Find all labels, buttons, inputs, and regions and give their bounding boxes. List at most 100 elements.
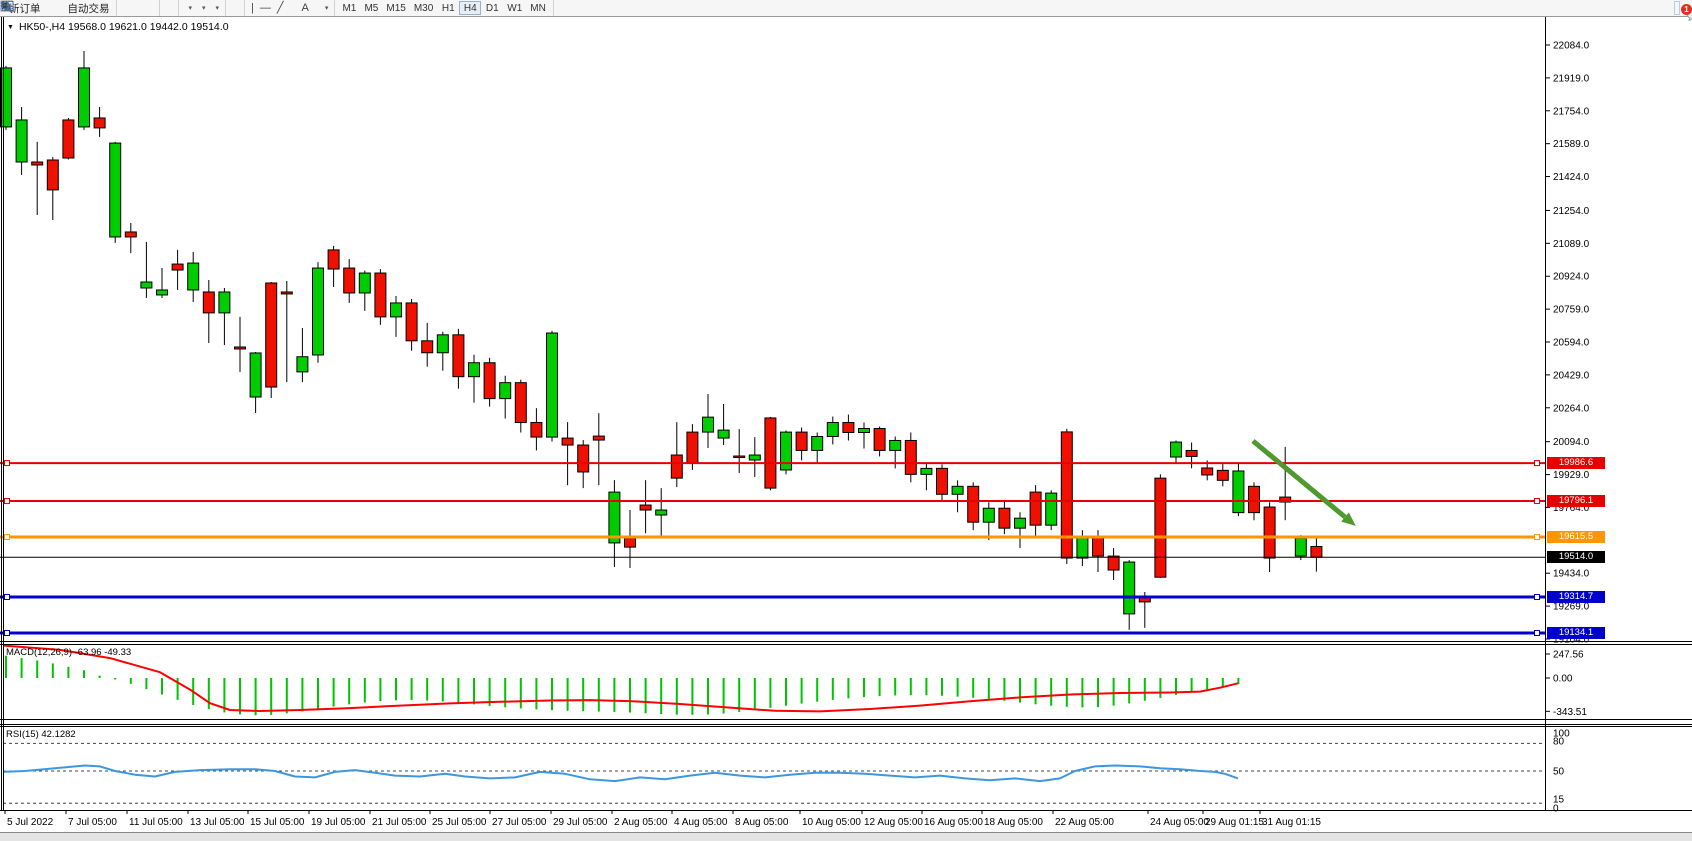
horizontal-line-tool[interactable]: — <box>257 1 274 15</box>
text-icon: A <box>301 2 309 14</box>
horizontal-line-icon: — <box>259 2 271 14</box>
timeframe-h1[interactable]: H1 <box>437 1 459 15</box>
timeframe-h4[interactable]: H4 <box>459 1 482 15</box>
timeframe-w1[interactable]: W1 <box>503 1 526 15</box>
toolbar-group-scroll <box>0 0 179 16</box>
macd-histogram-bar <box>1050 678 1053 706</box>
candle-body <box>982 507 995 523</box>
hline-handle-support-1[interactable] <box>1534 594 1540 601</box>
price-tick-label: 20924.0 <box>1553 272 1590 283</box>
chart-shift-button[interactable] <box>0 0 175 15</box>
autotrade-button[interactable]: 自动交易 <box>0 1 113 15</box>
arrows-tool[interactable]: ▾ <box>1 1 332 15</box>
macd-histogram-bar <box>426 678 429 701</box>
hline-handle-resistance-1[interactable] <box>4 460 10 467</box>
crosshair-tool-button[interactable] <box>1 1 241 15</box>
period-button[interactable]: ▾ <box>0 0 209 15</box>
trendline-tool[interactable]: ╱ <box>274 1 287 15</box>
candle-body <box>904 439 917 475</box>
template-button[interactable]: ▾ <box>0 1 223 15</box>
timeframe-m30[interactable]: M30 <box>410 1 437 15</box>
toolbar-group-objects: | — ╱ E F A T ▾ <box>0 0 336 16</box>
toolbar-right: 1 <box>1 1 1692 21</box>
macd-histogram-bar <box>270 678 273 715</box>
hline-handle-support-1[interactable] <box>4 594 10 601</box>
timeframe-m15[interactable]: M15 <box>382 1 409 15</box>
candle-body <box>546 332 558 438</box>
macd-histogram-bar <box>644 678 647 714</box>
macd-histogram-bar <box>332 678 335 707</box>
candle-body <box>655 509 668 516</box>
candle-body <box>1123 561 1136 615</box>
macd-histogram-bar <box>207 678 210 710</box>
macd-histogram-bar <box>613 678 616 712</box>
candle-body <box>1232 470 1245 514</box>
hline-handle-support-2[interactable] <box>4 630 10 637</box>
macd-histogram-bar <box>925 678 928 696</box>
vertical-line-icon: | <box>251 2 254 14</box>
candle-body <box>234 346 246 350</box>
price-tick-label: 21919.0 <box>1553 73 1590 84</box>
hline-handle-pivot-line[interactable] <box>1534 534 1540 541</box>
time-tick-label: 31 Aug 01:15 <box>1262 817 1321 828</box>
candle-body <box>670 454 683 479</box>
macd-histogram-bar <box>785 678 787 706</box>
text-tool[interactable]: A <box>299 1 312 15</box>
price-tick-label: 19434.0 <box>1553 569 1590 580</box>
search-button[interactable] <box>1 1 1680 15</box>
macd-histogram-bar <box>223 678 226 713</box>
candle-body <box>998 507 1011 529</box>
macd-histogram-bar <box>441 678 444 702</box>
chart-menu-arrow-icon[interactable]: ▼ <box>7 24 14 31</box>
macd-scale-label: -343.51 <box>1553 707 1587 718</box>
macd-histogram-bar <box>145 678 148 690</box>
price-tick-label: 19764.0 <box>1553 503 1590 514</box>
timeframe-mn[interactable]: MN <box>526 1 550 15</box>
macd-histogram-bar <box>1112 678 1115 706</box>
macd-histogram-bar <box>1097 678 1099 708</box>
macd-histogram-bar <box>67 666 70 678</box>
macd-histogram-bar <box>1190 678 1193 693</box>
macd-histogram-bar <box>675 678 678 715</box>
trend-arrow-shaft[interactable] <box>1251 439 1347 519</box>
timeframe-d1[interactable]: D1 <box>481 1 503 15</box>
hline-handle-resistance-2[interactable] <box>4 498 10 505</box>
tile-windows-button[interactable] <box>0 0 156 15</box>
macd-histogram-bar <box>863 678 865 698</box>
candle-body <box>592 435 605 441</box>
time-tick-label: 8 Aug 05:00 <box>735 817 789 828</box>
trend-arrow-head[interactable] <box>1341 512 1356 526</box>
macd-histogram-bar <box>582 678 585 712</box>
candle-body <box>624 537 636 548</box>
hline-handle-resistance-2[interactable] <box>1534 498 1540 505</box>
candle-body <box>686 431 699 464</box>
macd-histogram-bar <box>722 678 725 714</box>
time-tick-label: 22 Aug 05:00 <box>1055 817 1114 828</box>
time-tick-label: 10 Aug 05:00 <box>802 817 861 828</box>
hline-handle-pivot-line[interactable] <box>4 534 10 541</box>
macd-histogram-bar <box>566 678 569 711</box>
toolbar-group-trade: 新订单 自动交易 <box>0 0 117 16</box>
timeframe-m5[interactable]: M5 <box>360 1 382 15</box>
candle-body <box>46 159 59 191</box>
candle-body <box>1060 431 1073 559</box>
vertical-line-tool[interactable]: | <box>248 1 257 15</box>
price-tag-support-1: 19314.7 <box>1547 591 1605 603</box>
time-tick-label: 21 Jul 05:00 <box>372 817 427 828</box>
hline-handle-resistance-1[interactable] <box>1534 460 1540 467</box>
candle-body <box>265 282 278 388</box>
price-tag-resistance-2: 19796.1 <box>1547 495 1605 508</box>
hline-handle-support-2[interactable] <box>1534 630 1540 637</box>
candle-body <box>421 340 434 354</box>
candle-body <box>483 362 496 400</box>
price-tick-label: 21254.0 <box>1553 206 1590 217</box>
macd-histogram-bar <box>769 678 772 708</box>
candle-body <box>530 422 543 438</box>
rsi-indicator-label: RSI(15) 42.1282 <box>6 729 76 740</box>
timeframe-m1[interactable]: M1 <box>338 1 360 15</box>
time-tick-label: 29 Aug 01:15 <box>1205 817 1264 828</box>
candle-body <box>811 435 824 451</box>
candle-body <box>1076 535 1089 559</box>
macd-histogram-bar <box>379 678 382 702</box>
add-indicator-button[interactable]: ▾ <box>0 1 196 15</box>
